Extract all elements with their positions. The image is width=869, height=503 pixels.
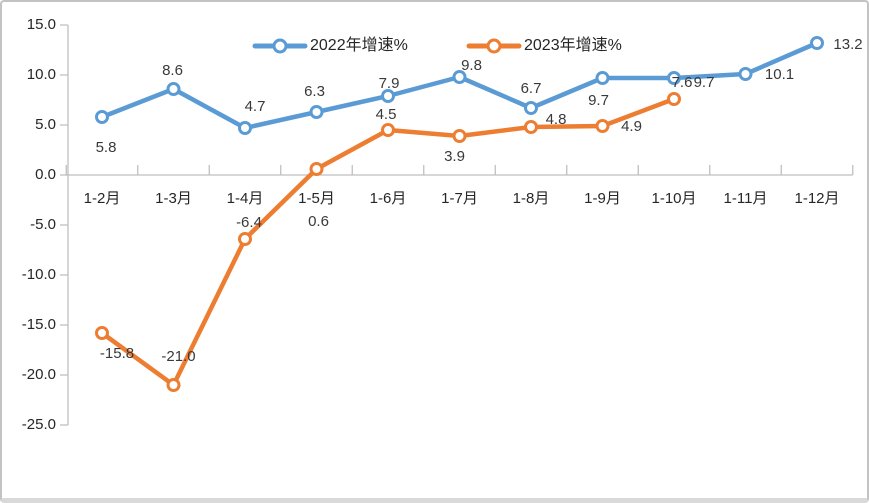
data-point-marker[interactable] <box>95 326 109 340</box>
data-point-marker[interactable] <box>524 101 538 115</box>
x-axis-category-label: 1-11月 <box>724 190 768 207</box>
series-line-2023[interactable] <box>99 96 677 388</box>
data-point-label: 0.6 <box>308 213 329 230</box>
data-point-marker[interactable] <box>738 67 753 81</box>
data-point-label: 9.7 <box>588 92 609 109</box>
data-point-label: 4.8 <box>546 111 567 128</box>
data-point-marker[interactable] <box>381 123 395 137</box>
data-point-label: 4.7 <box>245 98 266 115</box>
data-point-label: 3.9 <box>444 148 465 165</box>
data-point-marker[interactable] <box>667 71 681 85</box>
legend-label: 2022年增速% <box>310 36 408 54</box>
data-point-label: 6.7 <box>521 80 542 97</box>
legend-item-2023[interactable]: 2023年增速% <box>466 36 622 54</box>
legend: 2022年增速% 2023年增速% <box>252 36 622 54</box>
data-point-label: 10.1 <box>765 66 794 83</box>
legend-label: 2023年增速% <box>524 36 622 54</box>
legend-item-2022[interactable]: 2022年增速% <box>252 36 408 54</box>
data-point-marker[interactable] <box>524 120 538 134</box>
x-axis-category-label: 1-6月 <box>370 190 407 207</box>
series-2022年增速% <box>95 36 824 135</box>
y-axis-tick-label: 0.0 <box>35 166 56 183</box>
data-point-label: 7.6 <box>672 74 693 91</box>
data-point-marker[interactable] <box>166 378 181 392</box>
data-point-marker[interactable] <box>166 82 181 96</box>
data-point-label: 7.9 <box>379 75 400 92</box>
y-axis-tick-label: -10.0 <box>22 266 56 283</box>
x-axis-category-label: 1-12月 <box>794 190 839 207</box>
y-axis-tick-label: -25.0 <box>22 416 56 433</box>
data-point-marker[interactable] <box>595 119 610 133</box>
x-axis-category-label: 1-3月 <box>155 190 192 207</box>
data-labels-2022年增速%: 5.8 8.6 4.7 6.3 7.9 9.8 6.7 9.7 9.7 10.1 13.2 <box>96 36 863 156</box>
x-axis-category-label: 1-10月 <box>651 190 696 207</box>
data-point-label: 4.5 <box>376 106 397 123</box>
axes: 15.0 10.0 5.0 0.0 -5.0 -10.0 -15.0 -20.0 -25.0 1-… <box>22 16 854 433</box>
data-point-label: 8.6 <box>162 62 183 79</box>
data-point-marker[interactable] <box>309 105 324 119</box>
x-axis-category-label: 1-8月 <box>513 190 550 207</box>
data-point-label: 6.3 <box>304 83 325 100</box>
data-point-label: -21.0 <box>161 348 195 365</box>
x-axis-category-label: 1-9月 <box>584 190 621 207</box>
data-point-marker[interactable] <box>667 92 681 106</box>
data-point-label: -15.8 <box>100 345 134 362</box>
data-point-label: 9.7 <box>694 74 715 91</box>
y-axis-tick-label: -15.0 <box>22 316 56 333</box>
data-point-label: -6.4 <box>236 214 262 231</box>
x-axis-category-label: 1-2月 <box>84 190 121 207</box>
y-axis-tick-label: 10.0 <box>27 66 56 83</box>
data-point-marker[interactable] <box>595 71 610 85</box>
data-point-marker[interactable] <box>238 232 252 246</box>
x-axis-category-label: 1-4月 <box>227 190 264 207</box>
y-axis-tick-label: -20.0 <box>22 366 56 383</box>
legend-marker-icon <box>272 38 288 54</box>
series-2023年增速% <box>95 92 681 392</box>
x-axis-category-label: 1-7月 <box>441 190 478 207</box>
data-point-label: 5.8 <box>96 139 117 156</box>
y-axis-tick-label: 15.0 <box>27 16 56 33</box>
x-axis-category-label: 1-5月 <box>298 190 335 207</box>
data-labels-2023年增速%: -15.8 -21.0 -6.4 0.6 4.5 3.9 4.8 4.9 7.6 <box>100 74 693 365</box>
data-point-marker[interactable] <box>810 36 824 50</box>
data-point-marker[interactable] <box>95 110 109 124</box>
data-point-marker[interactable] <box>309 162 324 176</box>
data-point-marker[interactable] <box>381 89 395 103</box>
data-point-label: 9.8 <box>461 57 482 74</box>
data-point-marker[interactable] <box>452 70 467 84</box>
y-axis-tick-label: -5.0 <box>30 216 56 233</box>
data-point-label: 4.9 <box>621 118 642 135</box>
data-point-label: 13.2 <box>833 36 862 53</box>
data-point-marker[interactable] <box>238 121 252 135</box>
legend-marker-icon <box>486 38 502 54</box>
y-axis-tick-label: 5.0 <box>35 116 56 133</box>
data-point-marker[interactable] <box>452 129 467 143</box>
